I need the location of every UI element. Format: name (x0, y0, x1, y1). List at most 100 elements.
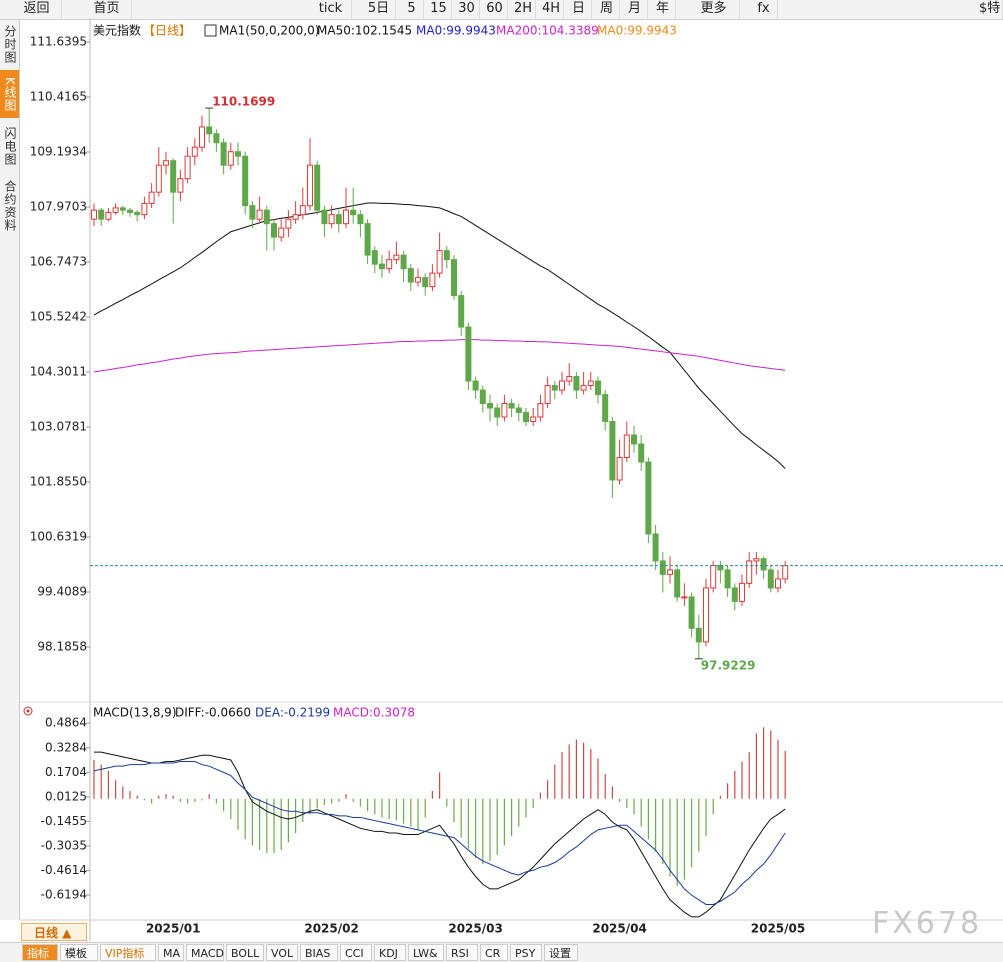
candle-body (559, 380, 565, 391)
candle-body (530, 416, 537, 423)
bottom-tab[interactable]: VOL (266, 944, 298, 961)
y-tick-label: 109.1934 (30, 145, 87, 159)
toolbar-button[interactable]: 2H (510, 0, 536, 19)
toolbar-button[interactable]: 60 (482, 0, 508, 19)
candle-body (739, 582, 745, 602)
candle-body (220, 142, 227, 166)
bottom-tab[interactable]: CR (480, 944, 508, 961)
candle-body (595, 380, 601, 396)
side-tab[interactable]: 合约资料 (3, 180, 17, 232)
toolbar-button[interactable]: fx (750, 0, 778, 19)
toolbar-button[interactable]: 4H (538, 0, 564, 19)
bottom-tab[interactable]: MACD (186, 944, 224, 961)
candle-body (112, 207, 119, 213)
candle-body (299, 205, 306, 216)
bottom-tab[interactable]: CCI (340, 944, 372, 961)
candle-body (645, 461, 652, 535)
y-tick-label: -0.6194 (41, 888, 87, 902)
bottom-tab[interactable]: 设置 (544, 944, 578, 961)
toolbar-button[interactable]: 周 (594, 0, 620, 19)
y-tick-label: 101.8550 (30, 474, 87, 488)
candle-body (573, 376, 580, 391)
y-tick-label: -0.3035 (41, 838, 87, 852)
side-tab[interactable]: K线图 (0, 70, 19, 118)
candle-body (350, 209, 357, 216)
candle-body (587, 380, 594, 387)
candle-body (695, 627, 702, 643)
toolbar-button[interactable]: 首页 (82, 0, 132, 19)
candle-body (609, 421, 616, 481)
legend-item: MA50:102.1545 (317, 24, 412, 38)
candle-body (235, 151, 241, 157)
y-tick-label: 104.3011 (30, 365, 87, 379)
candle-body (523, 412, 529, 423)
y-tick-label: 107.9703 (30, 200, 87, 214)
bottom-tab[interactable]: 模板 (60, 944, 98, 961)
y-tick-label: 111.6395 (30, 35, 87, 49)
toolbar-button[interactable]: 年 (650, 0, 676, 19)
candle-body (184, 155, 191, 180)
candle-body (465, 326, 472, 382)
toolbar-button[interactable]: tick (310, 0, 352, 19)
candle-body (98, 209, 105, 220)
candle-body (746, 560, 753, 584)
y-tick-label: 98.1858 (37, 639, 87, 653)
candle-body (479, 389, 486, 405)
bottom-tab[interactable]: BIAS (300, 944, 338, 961)
toolbar-button[interactable]: 5 (400, 0, 424, 19)
y-tick-label: 0.3284 (45, 740, 87, 754)
candle-body (191, 146, 198, 157)
side-tab[interactable]: 闪电图 (3, 126, 17, 166)
candle-body (487, 403, 493, 409)
toolbar-button[interactable]: 返回 (12, 0, 62, 19)
toolbar-button[interactable]: 日 (566, 0, 592, 19)
candle-body (285, 218, 292, 229)
candle-body (731, 587, 738, 602)
side-tab[interactable]: 分时图 (3, 24, 17, 64)
bottom-tab[interactable]: 指标 (22, 944, 58, 961)
candle-body (379, 263, 385, 270)
candle-body (674, 569, 681, 598)
x-tick-label: 2025/04 (592, 922, 646, 936)
bottom-tab[interactable]: VIP指标 (100, 944, 156, 961)
bottom-tab[interactable]: BOLL (226, 944, 264, 961)
candle-body (537, 403, 544, 418)
candle-body (782, 565, 789, 580)
bottom-tab[interactable]: PSY (510, 944, 542, 961)
candle-body (177, 178, 184, 193)
legend-item: 美元指数 (93, 23, 141, 38)
candle-body (91, 209, 97, 220)
toolbar-button[interactable]: 月 (622, 0, 648, 19)
y-tick-label: -0.1455 (41, 814, 87, 828)
candle-body (386, 259, 393, 270)
candle-body (163, 160, 169, 166)
toolbar-button[interactable]: 30 (454, 0, 480, 19)
candle-body (652, 533, 659, 562)
legend-item: MA0:99.9943 (416, 24, 496, 38)
watermark: FX678 (872, 906, 983, 941)
candle-body (688, 596, 695, 629)
candle-body (335, 214, 342, 225)
x-tick-label: 2025/02 (304, 922, 358, 936)
bottom-tab[interactable]: MA (158, 944, 184, 961)
high-label: 110.1699 (212, 95, 275, 109)
bottom-tab[interactable]: RSI (446, 944, 478, 961)
toolbar-button[interactable]: 15 (426, 0, 452, 19)
period-button[interactable]: 日线 ▲ (21, 923, 87, 941)
bottom-tab[interactable]: KDJ (374, 944, 406, 961)
candle-body (580, 385, 587, 391)
toolbar-button[interactable]: 5日 (362, 0, 396, 19)
candle-body (170, 160, 177, 193)
candle-body (436, 250, 443, 274)
y-tick-label: 0.1704 (45, 765, 87, 779)
settings-icon[interactable] (23, 706, 33, 716)
y-tick-label: 110.4165 (30, 90, 87, 104)
bottom-tab[interactable]: LW& (408, 944, 444, 961)
candle-body (494, 407, 501, 418)
candle-body (119, 207, 126, 211)
toolbar-button[interactable]: 更多 (688, 0, 740, 19)
candle-body (343, 209, 349, 225)
candle-body (631, 434, 637, 445)
low-label: 97.9229 (701, 658, 756, 672)
